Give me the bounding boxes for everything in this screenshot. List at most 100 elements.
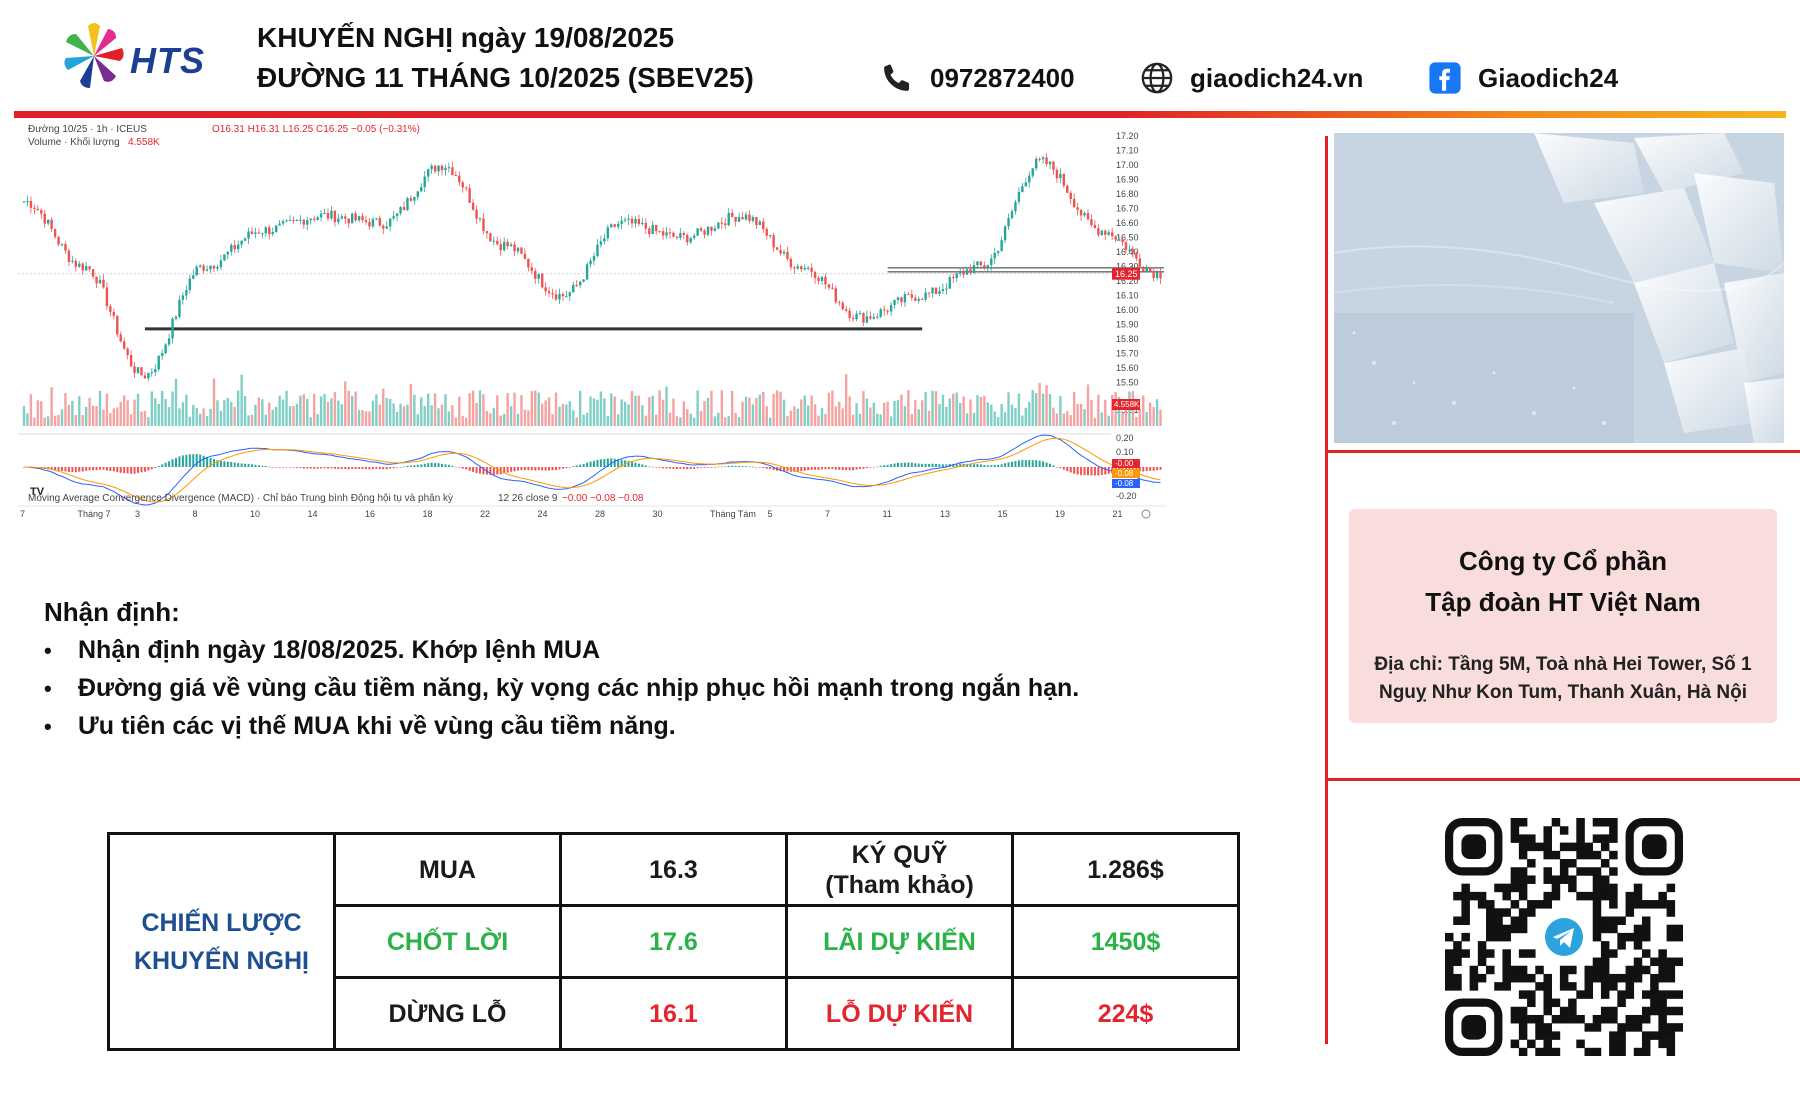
- macd-histogram-bar: [323, 467, 326, 469]
- candle-body: [554, 294, 558, 300]
- qr-module: [1551, 883, 1561, 893]
- volume-bar: [344, 381, 347, 426]
- candle-body: [796, 266, 800, 269]
- qr-module: [1445, 932, 1454, 942]
- volume-bar: [803, 395, 806, 426]
- macd-histogram-bar: [430, 462, 433, 467]
- macd-histogram-bar: [444, 464, 447, 467]
- website-contact[interactable]: giaodich24.vn: [1140, 60, 1363, 96]
- candle-body: [26, 201, 29, 203]
- macd-histogram-bar: [503, 467, 506, 474]
- qr-module: [1486, 965, 1495, 975]
- macd-histogram-bar: [1145, 467, 1148, 472]
- qr-module: [1666, 990, 1676, 999]
- volume-bar: [855, 403, 858, 426]
- qr-module: [1617, 1039, 1626, 1049]
- qr-module: [1609, 1014, 1618, 1024]
- candle-body: [1148, 268, 1152, 272]
- volume-bar: [395, 411, 399, 426]
- volume-bar: [565, 404, 568, 426]
- candle-body: [990, 258, 993, 266]
- strategy-heading: CHIẾN LƯỢC KHUYẾN NGHỊ: [107, 832, 336, 1051]
- qr-module: [1453, 891, 1462, 901]
- qr-module: [1625, 900, 1635, 909]
- candle-body: [1041, 157, 1045, 160]
- macd-histogram-bar: [496, 467, 499, 475]
- candle-body: [648, 228, 651, 235]
- qr-module: [1609, 924, 1618, 934]
- qr-module: [1625, 990, 1635, 999]
- volume-bar: [558, 406, 561, 426]
- macd-histogram-bar: [427, 463, 430, 467]
- qr-module: [1502, 982, 1511, 991]
- candle-body: [261, 233, 264, 235]
- phone-icon: [880, 61, 914, 95]
- volume-bar: [216, 400, 219, 426]
- macd-histogram-bar: [855, 467, 858, 470]
- volume-bar: [444, 394, 447, 426]
- macd-histogram-bar: [85, 467, 88, 471]
- bullet-dot: •: [44, 713, 52, 739]
- candle-body: [844, 309, 848, 311]
- qr-module: [1543, 867, 1552, 876]
- macd-histogram-bar: [147, 467, 150, 471]
- candle-body: [789, 258, 793, 268]
- price-chart[interactable]: 17.20 17.10 17.00 16.90 16.80 16.70 16.60 16.50…: [16, 122, 1316, 592]
- qr-module: [1477, 973, 1487, 983]
- qr-module: [1445, 949, 1454, 958]
- macd-histogram-bar: [821, 467, 823, 470]
- candle-body: [565, 296, 568, 298]
- macd-histogram-bar: [1017, 460, 1020, 467]
- phone-contact[interactable]: 0972872400: [880, 60, 1075, 96]
- volume-bar: [810, 395, 813, 426]
- qr-module: [1518, 908, 1528, 917]
- qr-module: [1600, 834, 1610, 843]
- volume-bar: [195, 407, 198, 426]
- volume-bar: [938, 404, 941, 426]
- volume-bar: [1014, 407, 1017, 426]
- qr-module: [1625, 1014, 1635, 1024]
- candle-body: [606, 227, 610, 239]
- qr-module: [1584, 850, 1594, 860]
- volume-bar: [464, 417, 468, 426]
- macd-histogram-bar: [872, 467, 875, 468]
- qr-module: [1609, 826, 1618, 835]
- candle-body: [340, 216, 344, 219]
- facebook-contact[interactable]: Giaodich24: [1428, 60, 1618, 96]
- volume-bar: [350, 395, 354, 426]
- price-tick-label: 16.50: [1116, 232, 1139, 242]
- macd-histogram-bar: [917, 463, 920, 467]
- volume-bar: [789, 410, 793, 426]
- qr-module: [1609, 834, 1618, 843]
- qr-module: [1510, 1039, 1520, 1049]
- macd-histogram-bar: [921, 463, 924, 467]
- candle-body: [230, 245, 233, 252]
- date-tick-label: 10: [250, 509, 260, 519]
- macd-tick-label: 0.10: [1116, 447, 1134, 457]
- volume-bar: [958, 403, 962, 426]
- macd-histogram-bar: [67, 467, 70, 473]
- volume-bar: [686, 409, 689, 426]
- volume-bar: [682, 401, 686, 426]
- candle-body: [306, 220, 309, 225]
- qr-module: [1461, 949, 1470, 958]
- volume-bar: [357, 409, 361, 426]
- macd-histogram-bar: [675, 467, 678, 470]
- qr-module: [1461, 891, 1470, 901]
- report-title: KHUYẾN NGHỊ ngày 19/08/2025: [257, 22, 675, 53]
- macd-histogram-bar: [492, 467, 495, 475]
- qr-module: [1641, 1014, 1651, 1024]
- macd-histogram-bar: [582, 463, 585, 467]
- telegram-qr-code[interactable]: [1444, 817, 1684, 1057]
- candle-body: [312, 218, 316, 220]
- macd-histogram-bar: [164, 462, 167, 467]
- volume-bar: [806, 405, 810, 426]
- candle-body: [382, 225, 385, 229]
- volume-bar: [592, 398, 596, 426]
- candle-body: [1117, 239, 1121, 241]
- qr-module: [1527, 859, 1536, 868]
- qr-module: [1584, 965, 1594, 975]
- macd-histogram-bar: [997, 464, 1000, 467]
- qr-module: [1600, 1014, 1610, 1024]
- macd-histogram-bar: [192, 454, 195, 467]
